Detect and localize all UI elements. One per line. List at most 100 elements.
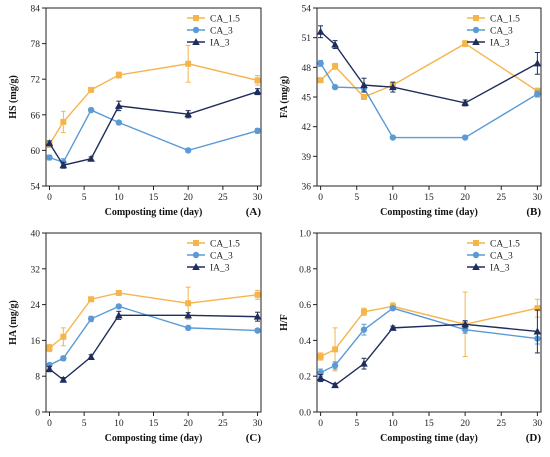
legend: CA_1.5 CA_3 IA_3: [467, 15, 520, 49]
data-point: [534, 90, 541, 98]
y-tick-label: 51: [302, 34, 312, 44]
data-point: [317, 353, 324, 360]
data-point: [360, 308, 367, 315]
series-line: [320, 323, 538, 386]
y-tick-label: 60: [31, 147, 41, 157]
data-point: [115, 311, 123, 319]
series-ia-3: [45, 310, 262, 383]
x-tick-label: 10: [114, 193, 124, 203]
y-tick-label: 0.4: [299, 337, 311, 347]
y-tick-label: 32: [31, 265, 41, 275]
panel-label: (B): [526, 206, 541, 218]
data-point: [60, 355, 67, 362]
y-tick-label: 0: [35, 409, 40, 419]
y-axis-title: HA (mg/g): [8, 300, 19, 345]
data-point: [115, 303, 123, 310]
legend-marker: [473, 15, 479, 21]
data-point: [87, 154, 95, 162]
series-ca-1-5: [46, 286, 261, 353]
data-point: [184, 147, 192, 154]
data-point: [533, 327, 542, 335]
series-line: [320, 31, 538, 104]
legend-item: CA_3: [467, 252, 513, 262]
legend-item: IA_3: [187, 38, 230, 49]
legend-marker: [473, 240, 479, 246]
series-ca-1-5: [317, 40, 541, 100]
y-tick-label: 16: [31, 337, 41, 347]
y-tick-label: 45: [302, 94, 312, 104]
x-tick-label: 30: [253, 419, 263, 429]
data-point: [389, 304, 397, 312]
series-line: [49, 314, 258, 381]
series-ca-1-5: [46, 44, 261, 148]
legend: CA_1.5 CA_3 IA_3: [187, 240, 240, 274]
legend-item: IA_3: [187, 263, 230, 274]
y-axis-title: H/F: [279, 314, 290, 331]
data-point: [115, 289, 122, 296]
legend-item: CA_1.5: [187, 240, 240, 250]
x-tick-label: 5: [82, 193, 87, 203]
y-tick-label: 24: [31, 301, 41, 311]
data-point: [184, 110, 192, 118]
data-point: [331, 40, 339, 48]
legend-label: IA_3: [490, 39, 510, 49]
x-tick-label: 25: [218, 193, 228, 203]
y-tick-label: 84: [31, 5, 41, 15]
data-point: [316, 373, 325, 381]
series-line: [48, 90, 258, 167]
data-point: [360, 359, 368, 367]
x-tick-label: 30: [533, 193, 543, 203]
x-tick-label: 10: [388, 419, 398, 429]
x-tick-label: 5: [354, 419, 359, 429]
data-point: [115, 72, 122, 79]
data-point: [87, 106, 95, 114]
data-point: [316, 27, 325, 35]
legend-item: CA_1.5: [467, 240, 520, 250]
x-tick-label: 5: [354, 193, 359, 203]
legend-label: IA_3: [210, 39, 230, 49]
x-tick-label: 0: [318, 193, 323, 203]
legend-marker: [192, 263, 200, 270]
data-point: [254, 291, 261, 298]
data-point: [462, 40, 469, 47]
y-tick-label: 0.8: [299, 265, 311, 275]
series-line: [49, 109, 258, 164]
series-ia-3: [316, 309, 542, 389]
data-point: [360, 81, 368, 89]
x-tick-label: 20: [183, 193, 193, 203]
x-tick-label: 10: [114, 419, 124, 429]
panel-b: 0 5 10 15 20 25 30 36 39 42 45 48 51 54 Composting tim…: [279, 5, 542, 219]
data-point: [332, 346, 339, 353]
legend-marker: [193, 15, 199, 21]
y-tick-label: 54: [31, 183, 41, 193]
data-point: [185, 300, 192, 307]
data-point: [254, 77, 261, 84]
data-point: [254, 127, 261, 135]
legend-label: CA_3: [210, 27, 233, 37]
series-ca-3: [46, 106, 261, 167]
x-tick-label: 25: [497, 419, 507, 429]
data-point: [533, 59, 542, 67]
series-line: [49, 292, 258, 349]
legend-marker: [192, 26, 200, 34]
series-ca-3: [317, 59, 541, 141]
legend: CA_1.5 CA_3 IA_3: [187, 15, 240, 49]
x-axis-title: Composting time (day): [380, 433, 478, 444]
data-point: [60, 118, 67, 125]
x-tick-label: 20: [183, 419, 193, 429]
series-line: [320, 307, 538, 374]
y-tick-label: 0.2: [299, 373, 311, 383]
legend-marker: [472, 263, 480, 270]
data-point: [46, 345, 53, 352]
legend-item: CA_1.5: [187, 15, 240, 25]
series-line: [320, 305, 538, 358]
data-point: [389, 83, 397, 91]
legend-label: CA_1.5: [210, 240, 240, 250]
data-point: [254, 327, 261, 334]
y-tick-label: 54: [302, 5, 312, 15]
data-point: [461, 134, 469, 141]
x-tick-label: 30: [253, 193, 263, 203]
data-point: [253, 87, 262, 95]
x-tick-label: 25: [218, 419, 228, 429]
x-tick-label: 15: [149, 193, 159, 203]
